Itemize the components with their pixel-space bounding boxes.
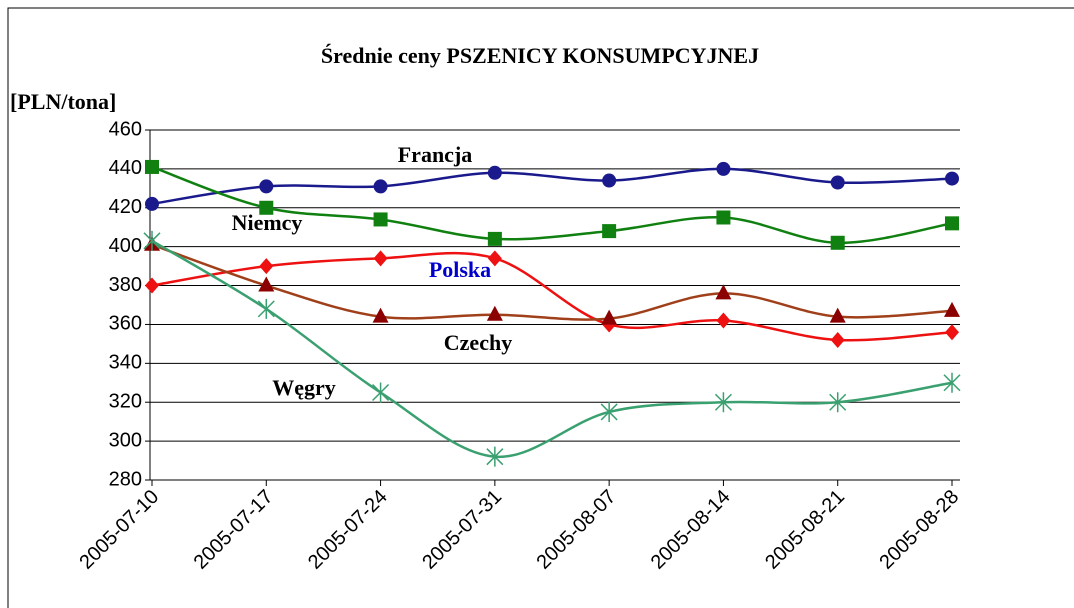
series-line xyxy=(151,167,953,206)
marker xyxy=(373,179,388,194)
marker xyxy=(259,200,274,215)
marker xyxy=(487,165,502,180)
series-label: Francja xyxy=(398,142,473,167)
marker xyxy=(716,210,731,225)
y-axis-label: [PLN/tona] xyxy=(10,89,116,114)
y-tick-label: 380 xyxy=(109,274,142,296)
marker xyxy=(830,235,845,250)
marker xyxy=(602,173,617,188)
marker xyxy=(830,175,845,190)
marker xyxy=(943,372,961,393)
marker xyxy=(944,301,960,317)
marker xyxy=(714,392,732,413)
x-tick-label: 2005-08-14 xyxy=(647,486,735,574)
marker xyxy=(945,216,959,231)
marker xyxy=(373,212,388,227)
series-label: Czechy xyxy=(444,330,512,355)
marker xyxy=(716,312,731,329)
marker xyxy=(715,284,732,300)
marker xyxy=(487,250,502,267)
marker xyxy=(259,258,274,275)
marker xyxy=(259,179,274,194)
series-label: Węgry xyxy=(272,375,336,400)
series-label: Niemcy xyxy=(232,210,303,235)
frame xyxy=(7,7,1074,608)
series-line xyxy=(151,251,953,342)
marker xyxy=(145,159,159,174)
series-line xyxy=(151,243,953,321)
marker xyxy=(372,307,389,323)
marker xyxy=(372,382,390,403)
marker xyxy=(945,171,959,186)
marker xyxy=(486,446,504,467)
y-tick-label: 340 xyxy=(109,352,142,374)
chart-title: Średnie ceny PSZENICY KONSUMPCYJNEJ xyxy=(321,43,759,68)
marker xyxy=(829,307,846,323)
x-tick-label: 2005-07-10 xyxy=(75,486,163,574)
x-tick-label: 2005-08-21 xyxy=(761,486,849,574)
y-tick-label: 420 xyxy=(109,196,142,218)
marker xyxy=(486,305,503,321)
x-tick-label: 2005-07-31 xyxy=(418,486,506,574)
marker xyxy=(945,324,959,341)
marker xyxy=(143,230,161,251)
y-tick-label: 400 xyxy=(109,235,142,257)
marker xyxy=(487,231,502,246)
y-tick-label: 320 xyxy=(109,391,142,413)
x-tick-label: 2005-08-07 xyxy=(533,486,621,574)
marker xyxy=(830,332,845,348)
marker xyxy=(145,196,159,211)
y-tick-label: 300 xyxy=(109,429,142,451)
y-tick-label: 460 xyxy=(109,118,142,140)
marker xyxy=(257,298,275,319)
marker xyxy=(601,309,618,325)
marker xyxy=(373,250,388,267)
marker xyxy=(600,401,618,422)
marker xyxy=(716,161,731,176)
y-tick-label: 440 xyxy=(109,157,142,179)
x-tick-label: 2005-07-24 xyxy=(304,486,392,574)
series-label: Polska xyxy=(429,257,491,282)
y-tick-label: 280 xyxy=(109,468,142,490)
x-tick-label: 2005-08-28 xyxy=(875,486,963,574)
series-line xyxy=(151,239,953,458)
y-tick-label: 360 xyxy=(109,313,142,335)
marker xyxy=(258,276,275,292)
marker xyxy=(829,392,847,413)
marker xyxy=(145,277,159,294)
marker xyxy=(602,224,617,239)
x-tick-label: 2005-07-17 xyxy=(190,486,278,574)
